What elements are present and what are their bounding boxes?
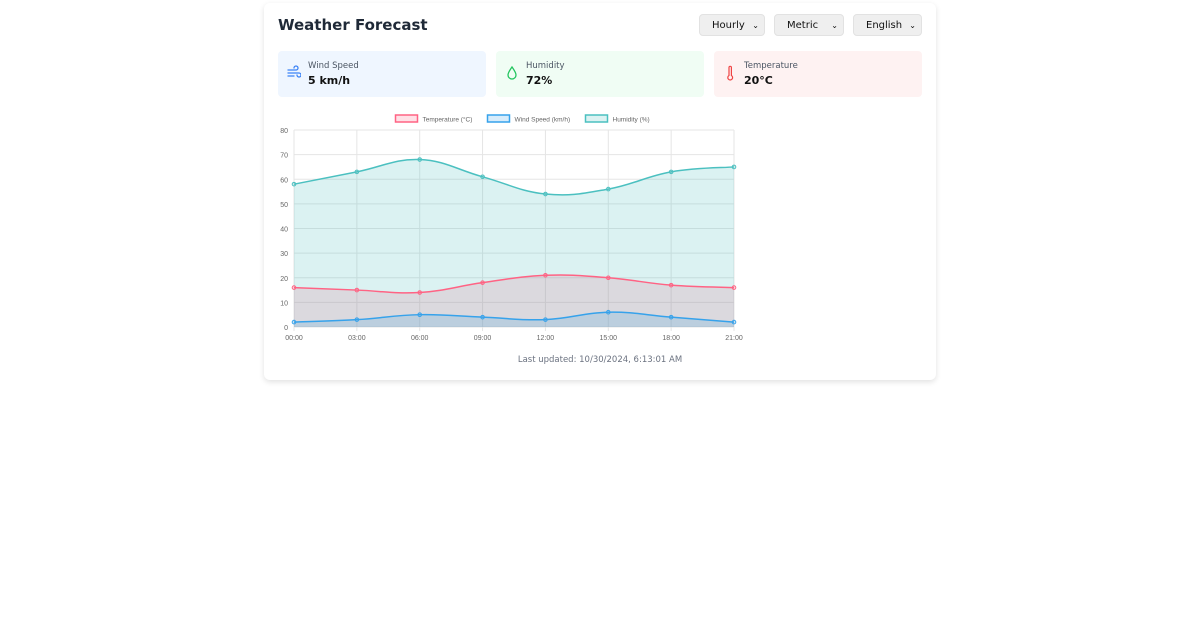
data-point	[731, 319, 737, 325]
data-point	[291, 181, 297, 187]
legend-label: Temperature (°C)	[423, 116, 473, 124]
data-point	[668, 282, 674, 288]
stat-value: 20°C	[744, 74, 773, 87]
data-point	[480, 280, 485, 285]
data-point	[417, 312, 423, 317]
x-tick-label: 03:00	[348, 335, 366, 342]
y-tick-label: 80	[280, 128, 288, 135]
y-tick-label: 40	[280, 227, 288, 234]
units-select[interactable]: Metric ⌄	[774, 14, 844, 36]
data-point	[480, 314, 485, 320]
data-point	[668, 169, 674, 175]
chevron-down-icon: ⌄	[831, 20, 838, 30]
x-tick-label: 12:00	[537, 335, 555, 342]
data-point	[668, 314, 674, 320]
legend-swatch	[584, 114, 609, 123]
data-point	[291, 285, 297, 290]
chevron-down-icon: ⌄	[752, 20, 759, 30]
stat-value: 5 km/h	[308, 74, 351, 87]
data-point	[543, 191, 548, 197]
data-point	[605, 186, 611, 192]
last-updated: Last updated: 10/30/2024, 6:13:01 AM	[517, 355, 683, 365]
y-tick-label: 30	[280, 251, 288, 258]
series-line	[293, 311, 735, 323]
data-point	[354, 287, 360, 293]
x-tick-label: 21:00	[725, 335, 743, 342]
data-point	[291, 319, 297, 325]
legend-label: Humidity (%)	[613, 117, 650, 124]
legend-item: Temperature (°C)	[394, 114, 473, 124]
language-value: English	[866, 19, 903, 31]
data-point	[354, 169, 360, 175]
x-tick-label: 18:00	[662, 335, 680, 342]
legend-item: Wind Speed (km/h)	[486, 114, 571, 124]
y-tick-label: 10	[280, 300, 288, 307]
stat-humidity: Humidity 72%	[496, 51, 704, 97]
y-tick-label: 50	[280, 202, 288, 209]
data-point	[480, 174, 485, 180]
series-area	[294, 159, 734, 327]
data-point	[605, 275, 611, 281]
legend-swatch	[486, 114, 511, 123]
legend-label: Wind Speed (km/h)	[515, 117, 571, 124]
stat-label: Wind Speed	[308, 61, 359, 71]
thermometer-icon	[727, 65, 734, 81]
stat-value: 72%	[526, 74, 553, 87]
data-point	[543, 317, 548, 322]
data-point	[417, 290, 423, 295]
language-select[interactable]: English ⌄	[853, 14, 922, 36]
data-point	[605, 309, 611, 315]
wind-icon	[287, 65, 301, 78]
data-point	[731, 285, 737, 290]
series-line	[293, 158, 735, 196]
stat-label: Temperature	[744, 61, 798, 71]
x-tick-label: 09:00	[474, 335, 492, 342]
series-line	[293, 274, 735, 294]
data-point	[543, 272, 548, 278]
data-point	[417, 157, 423, 162]
data-point	[354, 317, 360, 322]
y-tick-label: 0	[284, 325, 288, 332]
interval-select[interactable]: Hourly ⌄	[699, 14, 765, 36]
forecast-chart: 0 10 20 30 40 50 60 70 80 00:00 03:00 06:00 09:00 12:…	[280, 114, 743, 342]
droplet-icon	[507, 65, 517, 80]
weather-card: Weather Forecast Hourly ⌄ Metric ⌄ English…	[264, 3, 936, 380]
data-point	[731, 164, 737, 170]
x-tick-label: 15:00	[600, 335, 618, 342]
legend-swatch	[394, 114, 419, 123]
stat-temperature: Temperature 20°C	[714, 51, 922, 97]
chevron-down-icon: ⌄	[909, 20, 916, 30]
interval-value: Hourly	[712, 19, 745, 31]
x-tick-label: 00:00	[285, 335, 303, 342]
y-tick-label: 60	[280, 177, 288, 184]
x-tick-label: 06:00	[411, 335, 429, 342]
units-value: Metric	[787, 19, 819, 31]
page-title: Weather Forecast	[278, 16, 428, 34]
stat-label: Humidity	[526, 61, 565, 71]
legend-item: Humidity (%)	[584, 114, 650, 124]
y-tick-label: 70	[280, 153, 288, 160]
stat-wind-speed: Wind Speed 5 km/h	[278, 51, 486, 97]
series-area	[294, 274, 734, 327]
y-tick-label: 20	[280, 276, 288, 283]
